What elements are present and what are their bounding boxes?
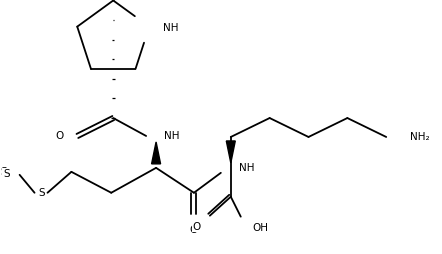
Text: NH: NH bbox=[239, 163, 254, 173]
Text: NH₂: NH₂ bbox=[410, 132, 430, 142]
Polygon shape bbox=[152, 142, 160, 164]
Text: O: O bbox=[190, 225, 198, 235]
Text: S: S bbox=[38, 188, 45, 198]
Text: NH: NH bbox=[164, 131, 179, 141]
Text: NH: NH bbox=[163, 23, 179, 33]
Text: OH: OH bbox=[253, 223, 269, 233]
Text: O: O bbox=[55, 131, 64, 141]
Text: O: O bbox=[193, 222, 201, 232]
Polygon shape bbox=[226, 141, 235, 163]
Text: S: S bbox=[3, 169, 10, 179]
Text: S: S bbox=[0, 167, 7, 177]
